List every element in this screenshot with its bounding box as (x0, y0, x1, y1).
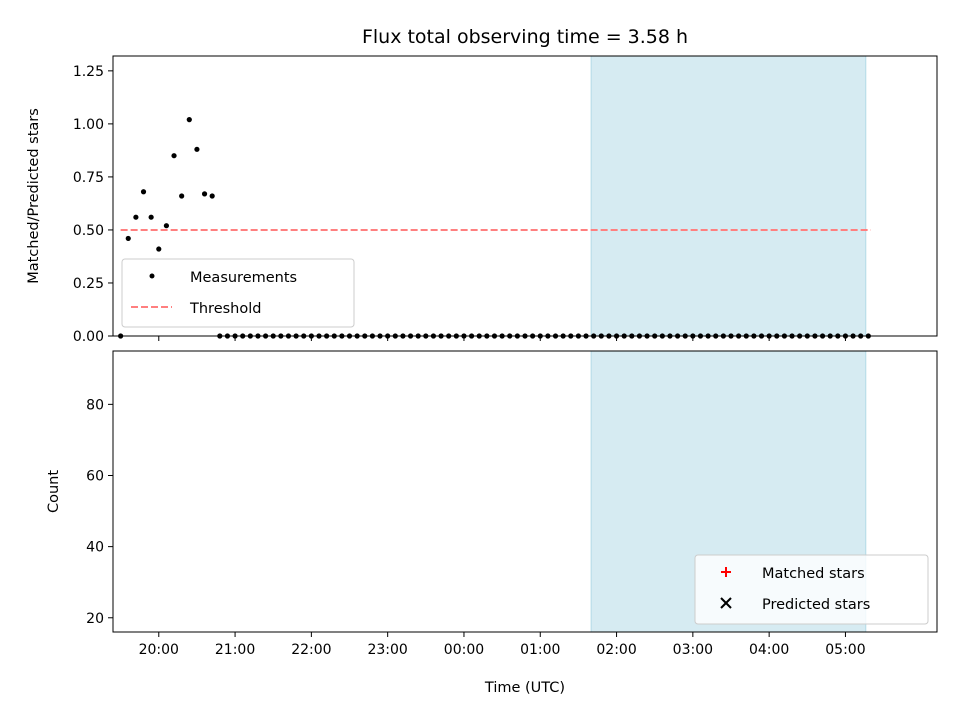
count-panel: 20 40 60 80 20:00 21:00 22:00 23:00 00:00 01:00 0… (46, 350, 938, 696)
legend-x (720, 597, 732, 609)
ratio-y-axis-label: Matched/Predicted stars (26, 108, 42, 284)
legend-x-b (720, 597, 732, 609)
measurement-point (209, 193, 215, 199)
measurement-point (163, 223, 170, 229)
legend-plus (721, 567, 731, 577)
ratio-legend-box (121, 258, 355, 328)
legend-marker-matched (721, 567, 731, 577)
chart-title: Flux total observing time = 3.58 h (362, 26, 688, 48)
legend-marker-predicted (720, 597, 732, 609)
count-legend: Matched stars Predicted stars (694, 554, 929, 625)
count-axes-frame (112, 350, 938, 633)
x-tick-label: 22:00 (291, 642, 331, 658)
count-y-ticks: 20 40 60 80 (86, 397, 113, 627)
measurement-point (125, 235, 131, 242)
ratio-y-tick-label: 1.00 (73, 117, 104, 133)
highlight-span-top (590, 55, 867, 337)
ratio-y-tick-label: 0.50 (73, 223, 104, 239)
ratio-y-tick-label: 0.25 (73, 276, 104, 292)
ratio-panel: 0.00 0.25 0.50 0.75 1.00 1.25 Matched/Predict… (26, 55, 938, 345)
measurement-point (186, 117, 192, 123)
count-x-ticks: 20:00 21:00 22:00 23:00 00:00 01:00 02:00 03:00… (139, 632, 866, 658)
x-tick-label: 20:00 (139, 642, 179, 658)
count-legend-box (694, 554, 929, 625)
count-y-tick-label: 80 (86, 397, 104, 413)
legend-label-predicted: Predicted stars (762, 597, 870, 613)
x-tick-label: 21:00 (215, 642, 255, 658)
ratio-y-ticks: 0.00 0.25 0.50 0.75 1.00 1.25 (73, 64, 113, 345)
measurement-point (148, 214, 154, 220)
legend-marker-measurements (149, 273, 155, 279)
measurement-point (133, 214, 139, 220)
legend-label-threshold: Threshold (189, 301, 261, 317)
measurement-point (156, 246, 162, 252)
legend-label-measurements: Measurements (190, 270, 297, 286)
count-y-tick-label: 20 (86, 611, 104, 627)
ratio-legend: Measurements Threshold (121, 258, 355, 328)
x-tick-label: 00:00 (444, 642, 484, 658)
ratio-y-tick-label: 0.00 (73, 329, 104, 345)
count-y-tick-label: 40 (86, 540, 104, 556)
legend-label-matched: Matched stars (762, 566, 865, 582)
measurement-point (140, 189, 147, 195)
measurement-point (201, 191, 208, 197)
ratio-y-tick-label: 0.75 (73, 170, 104, 186)
x-tick-label: 01:00 (520, 642, 560, 658)
x-axis-label: Time (UTC) (484, 680, 565, 696)
count-y-axis-label: Count (46, 470, 62, 513)
x-tick-label: 03:00 (673, 642, 713, 658)
count-y-tick-label: 60 (86, 468, 104, 484)
x-tick-label: 05:00 (825, 642, 865, 658)
x-tick-label: 23:00 (367, 642, 407, 658)
ratio-y-tick-label: 1.25 (73, 64, 104, 80)
measurement-point (179, 193, 185, 199)
ratio-x-ticks (158, 336, 846, 341)
ratio-axes-frame (112, 55, 938, 337)
measurement-point (171, 153, 177, 159)
x-tick-label: 04:00 (749, 642, 789, 658)
measurement-point (194, 146, 200, 152)
x-tick-label: 02:00 (596, 642, 636, 658)
